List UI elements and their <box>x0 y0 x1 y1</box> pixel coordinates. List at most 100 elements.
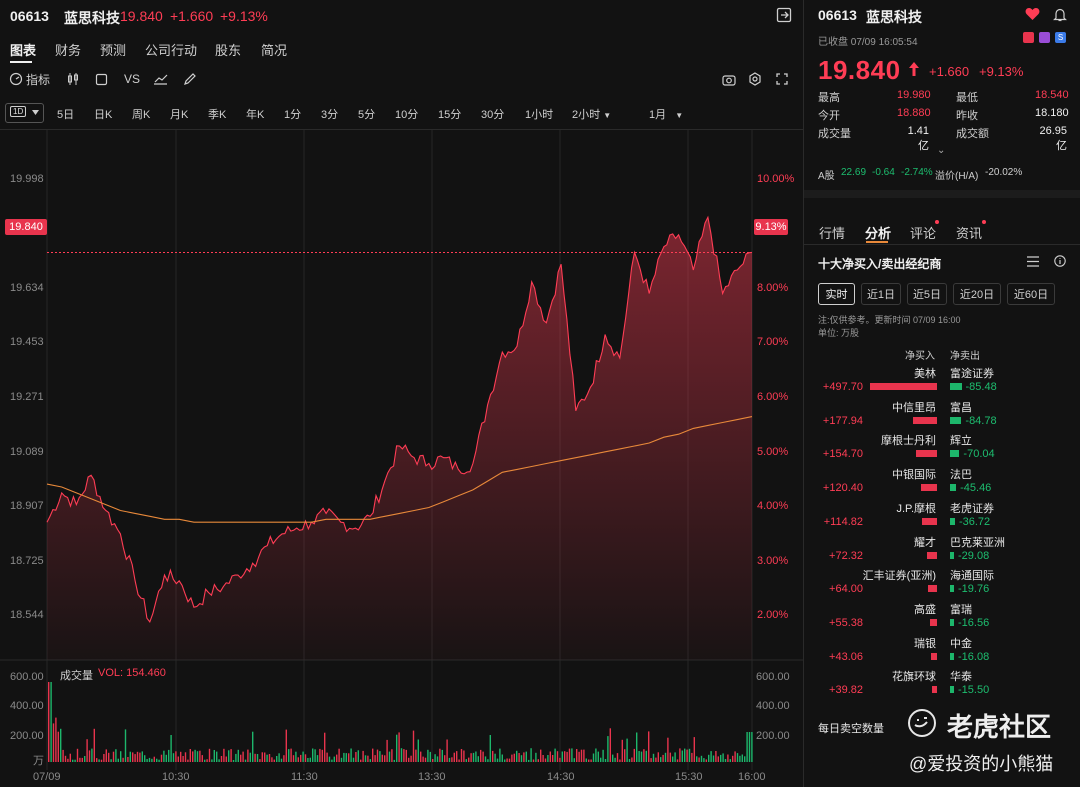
period-5min[interactable]: 5分 <box>358 109 376 121</box>
volume-bar <box>564 751 566 762</box>
broker-sell-name: 巴克莱亚洲 <box>950 536 1005 549</box>
price-axis-label: 18.544 <box>10 609 44 621</box>
pct-axis-label: 7.00% <box>757 336 789 348</box>
volume-bar <box>309 757 311 762</box>
vs-button[interactable]: VS <box>124 72 141 86</box>
price-line <box>46 215 753 624</box>
chip-realtime[interactable]: 实时 <box>818 283 855 305</box>
period-15min[interactable]: 15分 <box>438 109 462 121</box>
volume-bar <box>708 754 710 762</box>
volume-bar <box>715 751 717 762</box>
fullscreen-icon[interactable] <box>775 70 789 88</box>
volume-bar <box>67 758 69 762</box>
price-axis-label: 19.998 <box>10 173 44 185</box>
rectangle-tool-icon[interactable] <box>95 70 108 88</box>
volume-bar <box>96 758 98 762</box>
candlestick-icon[interactable] <box>66 70 80 88</box>
broker-sell-bar <box>950 551 954 559</box>
stock-code: 06613 <box>10 8 49 24</box>
tab-profile[interactable]: 简况 <box>261 43 288 58</box>
volume-bar <box>669 752 671 762</box>
volume-bar <box>141 751 143 762</box>
volume-bar <box>252 731 254 762</box>
chip-60d[interactable]: 近60日 <box>1007 283 1055 305</box>
volume-bar <box>489 735 491 762</box>
period-month-k[interactable]: 月K <box>170 109 189 121</box>
chip-20d[interactable]: 近20日 <box>953 283 1001 305</box>
volume-bar <box>81 757 83 762</box>
period-5d[interactable]: 5日 <box>57 109 75 121</box>
volume-bar <box>662 754 664 762</box>
period-30min[interactable]: 30分 <box>481 109 505 121</box>
tab-quote[interactable]: 行情 <box>819 226 846 241</box>
volume-bar <box>182 756 184 762</box>
info-icon[interactable] <box>1054 255 1066 267</box>
volume-bar <box>595 748 597 762</box>
broker-sell-bar <box>950 484 957 492</box>
tab-financials[interactable]: 财务 <box>55 43 82 58</box>
tab-comments[interactable]: 评论 <box>910 226 937 241</box>
volume-bar <box>52 723 55 762</box>
pencil-icon[interactable] <box>183 70 197 88</box>
camera-icon[interactable] <box>722 70 736 88</box>
tab-corporate-actions[interactable]: 公司行动 <box>145 43 198 58</box>
volume-bar <box>417 739 419 762</box>
line-chart-icon[interactable] <box>153 70 168 88</box>
chip-5d[interactable]: 近5日 <box>907 283 947 305</box>
tab-chart[interactable]: 图表 <box>10 43 37 58</box>
volume-bar <box>278 753 280 762</box>
caret-down-icon <box>32 110 39 115</box>
tab-news[interactable]: 资讯 <box>956 226 983 241</box>
tab-shareholders[interactable]: 股东 <box>215 43 242 58</box>
volume-bar <box>192 751 194 762</box>
period-year-k[interactable]: 年K <box>246 109 265 121</box>
bell-icon[interactable] <box>1053 7 1067 22</box>
settings-icon[interactable] <box>748 70 762 88</box>
tab-forecast[interactable]: 预测 <box>100 43 127 58</box>
volume-bar <box>196 751 199 762</box>
volume-bar <box>458 759 460 762</box>
period-2hour[interactable]: 2小时 ▼ <box>572 106 611 122</box>
period-day-k[interactable]: 日K <box>94 109 113 121</box>
volume-bar <box>376 749 379 762</box>
chip-1d[interactable]: 近1日 <box>861 283 901 305</box>
heart-icon[interactable] <box>1025 7 1040 21</box>
volume-bar <box>429 751 431 762</box>
broker-buy-name: J.P.摩根 <box>896 502 936 515</box>
volume-bar <box>225 756 227 762</box>
broker-buy-value: +72.32 <box>829 549 863 562</box>
broker-sell-name: 老虎证券 <box>950 502 994 515</box>
volume-bar <box>271 757 273 762</box>
volume-bar <box>566 751 568 762</box>
watermark-brand: 老虎社区 <box>947 712 1052 742</box>
period-select[interactable]: 1D <box>5 103 44 123</box>
volume-bar <box>259 759 261 762</box>
volume-bar <box>88 750 91 762</box>
volume-title: 成交量 <box>60 670 93 682</box>
broker-sell-bar <box>950 618 954 626</box>
broker-sell-name: 华泰 <box>950 671 972 684</box>
exit-icon[interactable] <box>775 6 793 24</box>
volume-bar <box>693 737 695 762</box>
volume-value: VOL: 154.460 <box>98 667 166 679</box>
indicator-button[interactable]: 指标 <box>9 70 50 88</box>
volume-bar <box>372 748 374 762</box>
chevron-down-icon[interactable]: ⌄ <box>937 145 946 156</box>
volume-bar <box>657 752 659 762</box>
period-1hour[interactable]: 1小时 <box>525 109 554 121</box>
period-quarter-k[interactable]: 季K <box>208 109 227 121</box>
list-icon[interactable] <box>1027 256 1039 267</box>
period-month-select[interactable]: 1月 ▼ <box>649 106 683 122</box>
period-10min[interactable]: 10分 <box>395 109 419 121</box>
intraday-chart[interactable] <box>0 130 803 787</box>
period-3min[interactable]: 3分 <box>321 109 339 121</box>
arrow-up-icon <box>908 61 920 77</box>
period-1min[interactable]: 1分 <box>284 109 302 121</box>
volume-bar <box>674 752 676 762</box>
volume-bar <box>590 759 592 762</box>
unit-note: 单位: 万股 <box>818 328 860 338</box>
broker-buy-value: +177.94 <box>822 414 863 427</box>
tab-analysis[interactable]: 分析 <box>865 226 892 241</box>
section-gap <box>804 190 1080 198</box>
period-week-k[interactable]: 周K <box>132 109 151 121</box>
